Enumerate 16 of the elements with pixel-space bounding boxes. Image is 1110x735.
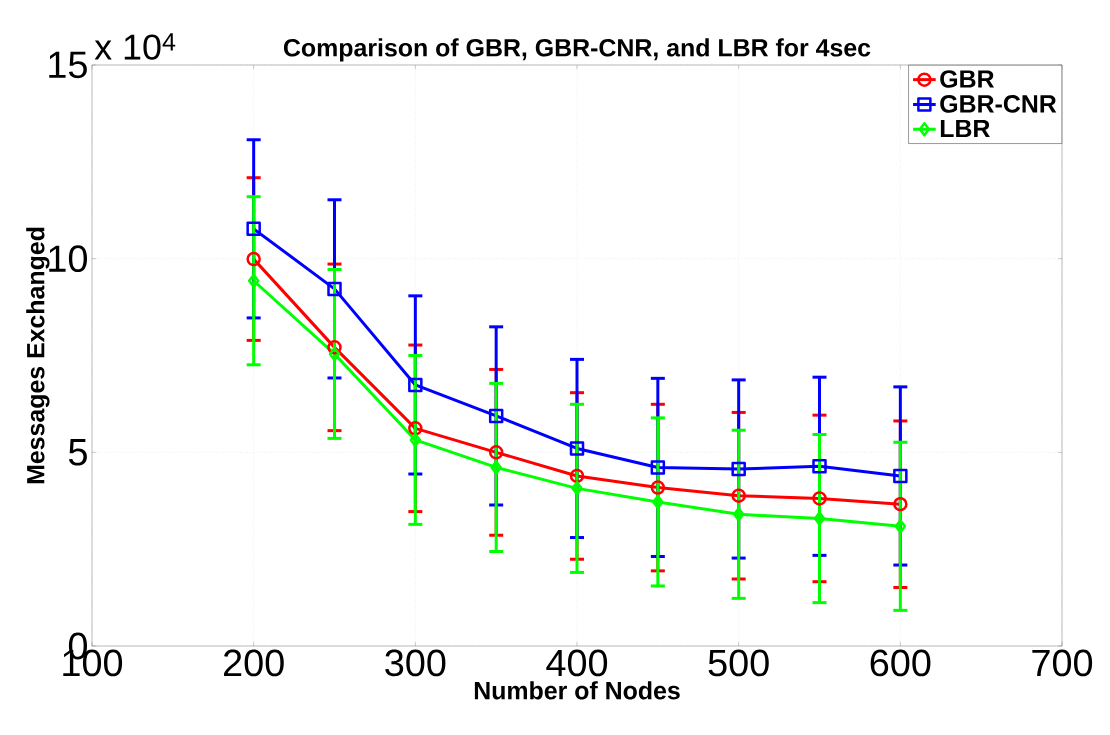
x-tick-label: 400 bbox=[546, 649, 608, 677]
x-tick-label: 700 bbox=[1032, 649, 1093, 677]
x-tick-label: 300 bbox=[385, 649, 446, 677]
x-axis-title: Number of Nodes bbox=[474, 681, 680, 700]
y-axis-title: Messages Exchanged bbox=[26, 227, 50, 484]
x-tick-label: 500 bbox=[708, 649, 769, 677]
x-tick-label: 200 bbox=[223, 649, 284, 677]
x-tick-label: 600 bbox=[870, 649, 931, 677]
text: x 10$^{4}$ bbox=[94, 33, 176, 60]
legend-label: GBR bbox=[940, 70, 995, 88]
legend-label: LBR bbox=[940, 119, 990, 138]
y-tick-label: 5 bbox=[68, 439, 87, 466]
y-tick-label: 10 bbox=[49, 245, 87, 273]
legend-label: GBR-CNR bbox=[940, 95, 1057, 113]
y-tick-label: 15 bbox=[49, 51, 87, 79]
chart-title: Comparison of GBR, GBR-CNR, and LBR for 4sec bbox=[283, 38, 871, 62]
